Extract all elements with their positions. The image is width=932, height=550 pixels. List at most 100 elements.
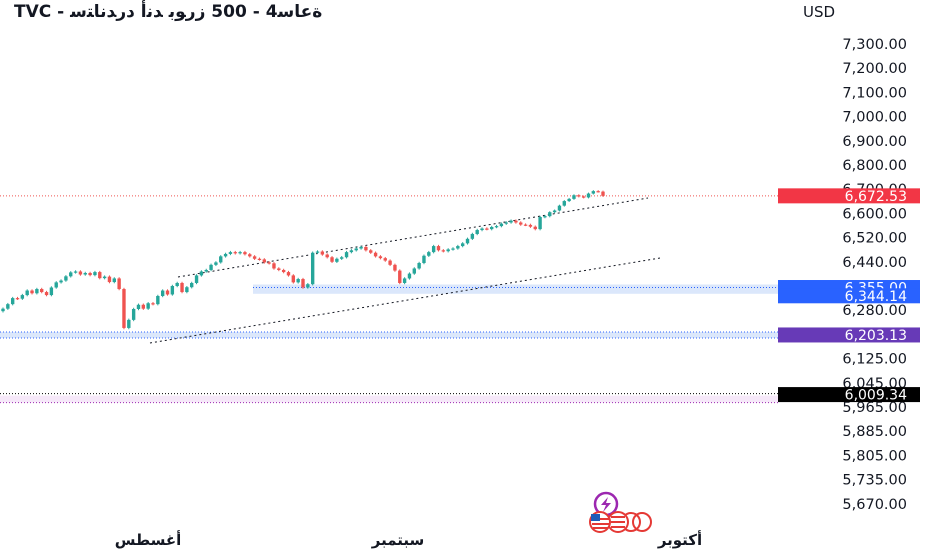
- candle: [286, 270, 291, 277]
- candle: [175, 281, 179, 288]
- candle: [165, 289, 170, 296]
- candle: [490, 225, 494, 231]
- candle: [54, 281, 58, 289]
- candle: [301, 277, 305, 289]
- candle: [146, 302, 150, 310]
- x-tick-label: ﺳﺒﺘﻤﺒﺮ: [371, 531, 425, 549]
- candle: [393, 263, 397, 272]
- candle: [252, 255, 257, 260]
- candle: [310, 251, 315, 286]
- support-zone: [0, 331, 778, 338]
- candle: [170, 284, 175, 296]
- y-tick-label: 6,600.00: [842, 206, 907, 222]
- candle: [25, 289, 29, 297]
- candle: [194, 274, 199, 285]
- price-axis[interactable]: 7,300.00 7,200.00 7,100.00 7,000.00 6,900.00…: [842, 37, 907, 513]
- candle: [480, 227, 484, 232]
- candle: [20, 293, 25, 300]
- x-tick-label: ﺃﻏﺴﻄﺲ: [115, 530, 181, 549]
- candle: [436, 244, 441, 252]
- candle: [383, 256, 387, 262]
- candle: [209, 263, 213, 272]
- candle: [10, 296, 15, 306]
- candle: [281, 268, 286, 274]
- candle: [30, 289, 34, 295]
- candle: [267, 261, 271, 265]
- candle: [340, 256, 344, 260]
- candle: [131, 307, 136, 322]
- candle: [373, 251, 378, 258]
- us-flag-icon[interactable]: [589, 511, 652, 533]
- currency-label: USD: [803, 3, 836, 21]
- candle: [378, 255, 383, 260]
- candle: [122, 287, 126, 330]
- candle: [412, 267, 416, 275]
- x-tick-label: ﺃﻛﺘﻮﺑﺮ: [657, 530, 702, 549]
- time-axis[interactable]: ﺃﻏﺴﻄﺲ ﺳﺒﺘﻤﺒﺮ ﺃﻛﺘﻮﺑﺮ: [115, 530, 702, 549]
- y-tick-label: 5,735.00: [842, 473, 907, 489]
- candle: [538, 215, 542, 231]
- candle: [136, 303, 141, 311]
- candle: [417, 261, 421, 270]
- candle: [572, 194, 576, 200]
- y-tick-label: 6,800.00: [842, 158, 907, 174]
- candle: [291, 274, 296, 284]
- candle: [523, 223, 528, 227]
- candle: [460, 242, 465, 248]
- candle: [88, 271, 92, 277]
- candle: [465, 237, 470, 245]
- candle: [335, 257, 339, 264]
- candle: [117, 277, 121, 291]
- candle: [504, 221, 508, 225]
- candle: [1, 307, 5, 313]
- candle: [402, 277, 407, 285]
- candle: [15, 296, 20, 300]
- chart-overlays: [0, 195, 778, 404]
- candle: [277, 267, 281, 272]
- candle: [344, 250, 349, 259]
- candle: [577, 194, 581, 198]
- candle: [44, 290, 49, 297]
- candle: [315, 250, 320, 254]
- candle: [185, 286, 189, 294]
- candle: [78, 270, 83, 276]
- candle: [567, 197, 571, 203]
- candle: [320, 250, 325, 256]
- candle: [243, 250, 247, 256]
- chart-title: TVC - ﺓﻋﺎﺳ4 - 500 ﺯﺭﻮﺑ ﺪﻧﺃ ﺩﺭﺪﻧﺎﺘﺳ: [14, 2, 323, 22]
- candlestick-series: [1, 190, 605, 330]
- candle: [272, 262, 276, 270]
- candle: [601, 190, 605, 197]
- candle: [552, 209, 557, 214]
- candle: [543, 214, 547, 219]
- candle: [69, 271, 73, 278]
- candle: [35, 287, 39, 295]
- price-badge-zone-lower: 6,344.14: [778, 288, 920, 305]
- candle: [248, 253, 252, 258]
- demand-zone: [253, 284, 778, 294]
- y-tick-label: 6,125.00: [842, 352, 907, 368]
- candle: [548, 211, 552, 218]
- candle: [485, 227, 489, 231]
- candle: [180, 281, 184, 294]
- candle: [73, 270, 78, 274]
- candle: [446, 248, 450, 253]
- candle: [349, 249, 354, 254]
- y-tick-label: 5,805.00: [842, 448, 907, 464]
- channel-upper-line: [177, 197, 649, 278]
- candle: [102, 275, 107, 280]
- candle: [591, 190, 596, 195]
- candle: [431, 244, 436, 254]
- price-badge-support: 6,203.13: [778, 327, 920, 344]
- y-tick-label: 7,300.00: [842, 37, 907, 53]
- candle: [199, 270, 204, 277]
- candle: [494, 224, 499, 229]
- candle: [151, 302, 155, 306]
- candle: [581, 195, 586, 199]
- candle: [456, 244, 460, 250]
- candle: [59, 279, 63, 284]
- candle: [499, 222, 504, 228]
- candle: [364, 245, 368, 252]
- candle: [40, 287, 44, 294]
